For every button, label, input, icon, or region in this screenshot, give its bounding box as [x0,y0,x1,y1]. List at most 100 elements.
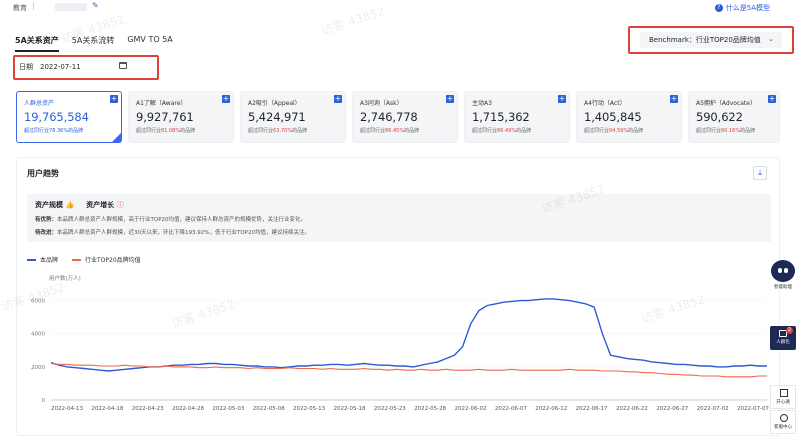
card-sub-prefix: 超过同行业 [136,128,162,134]
card-sub-prefix: 超过同行业 [696,128,722,134]
tab-5a-flow[interactable]: 5A关系流转 [71,36,115,45]
card-percent: 86.49% [497,128,517,134]
calendar-icon [119,62,127,69]
add-icon[interactable]: + [446,94,454,103]
card-sub-prefix: 超过同行业 [472,128,498,134]
card-active-a3[interactable]: 主动A3 1,715,362 超过同行业86.49%的品牌 + [464,91,570,143]
card-value: 5,424,971 [248,110,306,124]
improve-label: 待改进： [35,230,58,236]
date-picker[interactable]: 日期 2022-07-11 [19,60,131,74]
crowd-pack-label: 人群包 [776,340,790,345]
tab-5a-assets[interactable]: 5A关系资产 [15,35,59,52]
card-percent: 86.45% [385,128,405,134]
card-a5-advocate[interactable]: A5拥护（Advocate） 590,622 超过同行业80.16%的品牌 + [688,91,780,143]
grid-icon [780,389,788,397]
add-icon[interactable]: + [110,94,118,103]
x-tick-label: 2022-04-28 [172,406,204,412]
advantage-text: 本品牌人群总资产人群规模，高于行业TOP20均值，建议保持人群总资产的规模优势，… [57,217,307,223]
card-a2-appeal[interactable]: A2吸引（Appeal） 5,424,971 超过同行业63.70%的品牌 + [240,91,346,143]
y-tick-label: 0 [42,398,46,404]
x-tick-label: 2022-06-17 [576,406,608,412]
x-tick-label: 2022-06-07 [495,406,527,412]
breadcrumb-divider [33,2,34,10]
y-axis-label: 用户数(万人) [49,276,81,282]
benchmark-select-label: Benchmark：行业TOP20品牌均值 [649,36,761,44]
card-sub-suffix: 的品牌 [68,128,84,134]
line-chart: 0 2000 4000 6000 2022-04-13 2022-04-18 2022-04… [31,298,769,412]
crowd-pack-badge: 2 [786,327,793,334]
x-tick-label: 2022-04-13 [51,406,83,412]
card-title: 主动A3 [472,100,492,107]
y-tick-label: 2000 [31,365,45,371]
card-percent: 80.16% [721,128,741,134]
headset-icon [780,414,788,422]
insight-advantage: 有优势：本品牌人群总资产人群规模，高于行业TOP20均值，建议保持人群总资产的规… [35,215,763,223]
card-value: 1,405,845 [584,110,642,124]
add-icon[interactable]: + [558,94,566,103]
service-label: 客服中心 [774,425,792,430]
card-title: 人群总资产 [24,100,55,107]
add-icon[interactable]: + [222,94,230,103]
benchmark-select[interactable]: Benchmark：行业TOP20品牌均值 ⌄ [640,32,782,48]
date-label: 日期 [19,63,33,71]
edit-icon[interactable]: ✎ [92,1,99,10]
x-tick-label: 2022-06-02 [455,406,487,412]
assistant-label: 智能助理 [774,285,792,290]
legend-label: 行业TOP20品牌均值 [85,257,141,264]
x-tick-label: 2022-04-23 [132,406,164,412]
card-total-assets[interactable]: 人群总资产 19,765,584 超过同行业78.36%的品牌 + [16,91,122,143]
crowd-pack-button[interactable]: 2 人群包 [770,326,796,350]
card-percent: 78.36% [49,128,69,134]
main-tabs: 5A关系资产 5A关系流转 GMV TO 5A [15,35,173,52]
insight-box: 资产规模 👍 资产增长 ⓘ 有优势：本品牌人群总资产人群规模，高于行业TOP20… [27,194,771,242]
legend-label: 本品牌 [40,257,59,264]
apps-label: 开心通 [776,400,790,405]
card-subtext: 超过同行业86.45%的品牌 [360,127,457,134]
benchmark-highlight-box [628,26,794,54]
x-tick-label: 2022-05-28 [414,406,446,412]
add-icon[interactable]: + [768,94,776,103]
help-link[interactable]: ? 什么是5A模型 [714,3,770,13]
legend-swatch [72,258,82,261]
card-percent: 81.08% [161,128,181,134]
y-tick-label: 4000 [31,332,45,338]
x-tick-label: 2022-07-02 [697,406,729,412]
card-percent: 94.59% [609,128,629,134]
card-sub-prefix: 超过同行业 [360,128,386,134]
service-button[interactable]: 客服中心 [770,410,796,434]
x-tick-label: 2022-06-27 [656,406,688,412]
card-a3-ask[interactable]: A3问询（Ask） 2,746,778 超过同行业86.45%的品牌 + [352,91,458,143]
card-sub-suffix: 的品牌 [516,128,532,134]
insight-headers: 资产规模 👍 资产增长 ⓘ [35,200,763,210]
card-a1-aware[interactable]: A1了解（Aware） 9,927,761 超过同行业81.08%的品牌 + [128,91,234,143]
insight-scale-label: 资产规模 [35,201,63,209]
legend-item-brand[interactable]: 本品牌 [27,255,58,264]
card-sub-suffix: 的品牌 [404,128,420,134]
apps-button[interactable]: 开心通 [770,385,796,409]
chart-legend: 本品牌 行业TOP20品牌均值 [27,255,141,264]
improve-text: 本品牌人群总资产人群规模，近30天以来，环比下降193.92%，低于行业TOP2… [57,230,310,236]
card-value: 9,927,761 [136,110,194,124]
add-icon[interactable]: + [670,94,678,103]
smart-assistant[interactable]: 智能助理 [770,260,796,292]
card-subtext: 超过同行业78.36%的品牌 [24,127,121,134]
card-subtext: 超过同行业86.49%的品牌 [472,127,569,134]
card-sub-suffix: 的品牌 [740,128,756,134]
tab-gmv-to-5a[interactable]: GMV TO 5A [127,35,173,44]
card-value: 19,765,584 [24,110,89,124]
card-subtext: 超过同行业81.08%的品牌 [136,127,233,134]
x-tick-label: 2022-05-03 [212,406,244,412]
x-tick-label: 2022-06-12 [535,406,567,412]
legend-item-benchmark[interactable]: 行业TOP20品牌均值 [72,255,141,264]
question-icon: ? [714,4,723,12]
account-name-redacted [55,3,87,11]
date-highlight-box [13,55,159,80]
x-tick-label: 2022-06-22 [616,406,648,412]
download-icon[interactable]: ⤓ [753,166,767,180]
card-title: A1了解（Aware） [136,100,187,107]
card-value: 2,746,778 [360,110,418,124]
insight-growth-label: 资产增长 [86,201,115,209]
add-icon[interactable]: + [334,94,342,103]
card-a4-act[interactable]: A4行动（Act） 1,405,845 超过同行业94.59%的品牌 + [576,91,682,143]
date-value: 2022-07-11 [40,63,81,71]
